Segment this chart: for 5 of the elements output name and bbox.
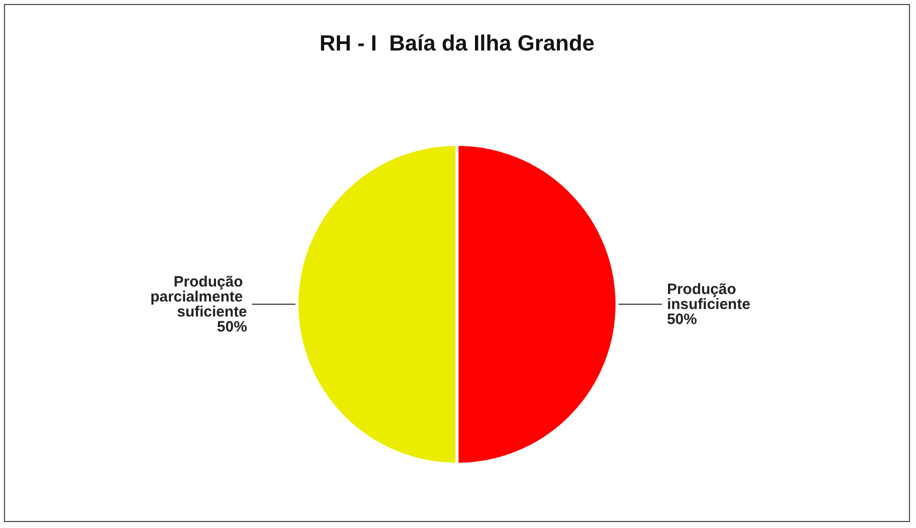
slice-label: Produção insuficiente	[666, 280, 750, 313]
data-label: 50%	[217, 318, 248, 336]
data-label: 50%	[666, 310, 697, 328]
chart-title: RH - I Baía da Ilha Grande	[319, 30, 595, 56]
slice-label: Produção parcialmente suficiente	[150, 273, 248, 320]
